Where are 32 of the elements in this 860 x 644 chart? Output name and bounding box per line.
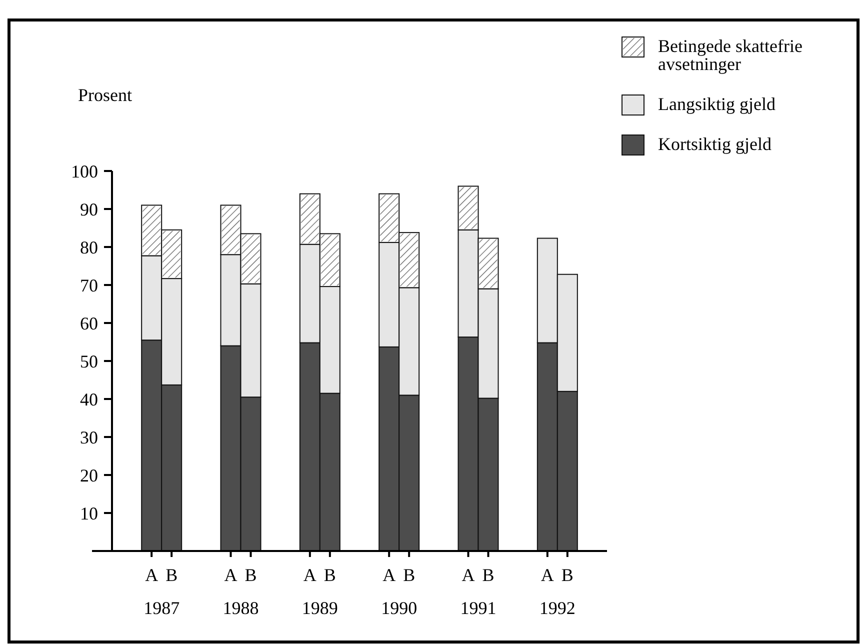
- x-tick-label: A: [224, 565, 238, 585]
- x-tick-label: B: [403, 565, 416, 585]
- y-tick-label: 70: [80, 275, 98, 296]
- y-axis-title: Prosent: [78, 85, 132, 105]
- legend-label: Betingede skattefrie avsetninger: [658, 36, 802, 74]
- y-tick-label: 50: [80, 351, 98, 372]
- y-tick-label: 40: [80, 389, 98, 410]
- x-tick-label: A: [462, 565, 475, 585]
- y-tick-label: 80: [80, 237, 98, 258]
- text: 1991: [460, 598, 496, 618]
- y-tick-label: 90: [80, 199, 98, 220]
- y-tick-label: 20: [80, 465, 98, 486]
- legend-label: Langsiktig gjeld: [658, 94, 776, 114]
- text: 1990: [381, 598, 418, 618]
- legend-label: Kortsiktig gjeld: [658, 134, 772, 154]
- x-tick-label: B: [561, 565, 574, 585]
- text: 1989: [302, 598, 338, 618]
- y-tick-label: 30: [80, 427, 98, 448]
- text: 1987: [144, 598, 180, 618]
- x-tick-label: B: [244, 565, 257, 585]
- y-tick-label: 100: [71, 161, 98, 182]
- x-tick-label: A: [303, 565, 316, 585]
- x-tick-label: A: [382, 565, 396, 585]
- x-tick-label: B: [166, 565, 178, 585]
- y-tick-label: 10: [80, 503, 98, 524]
- text: 1992: [539, 598, 576, 618]
- x-tick-label: B: [324, 565, 336, 585]
- y-tick-label: 60: [80, 313, 98, 334]
- x-tick-label: A: [540, 565, 554, 585]
- x-tick-label: A: [145, 565, 158, 585]
- x-tick-label: B: [482, 565, 494, 585]
- text: 1988: [222, 598, 259, 618]
